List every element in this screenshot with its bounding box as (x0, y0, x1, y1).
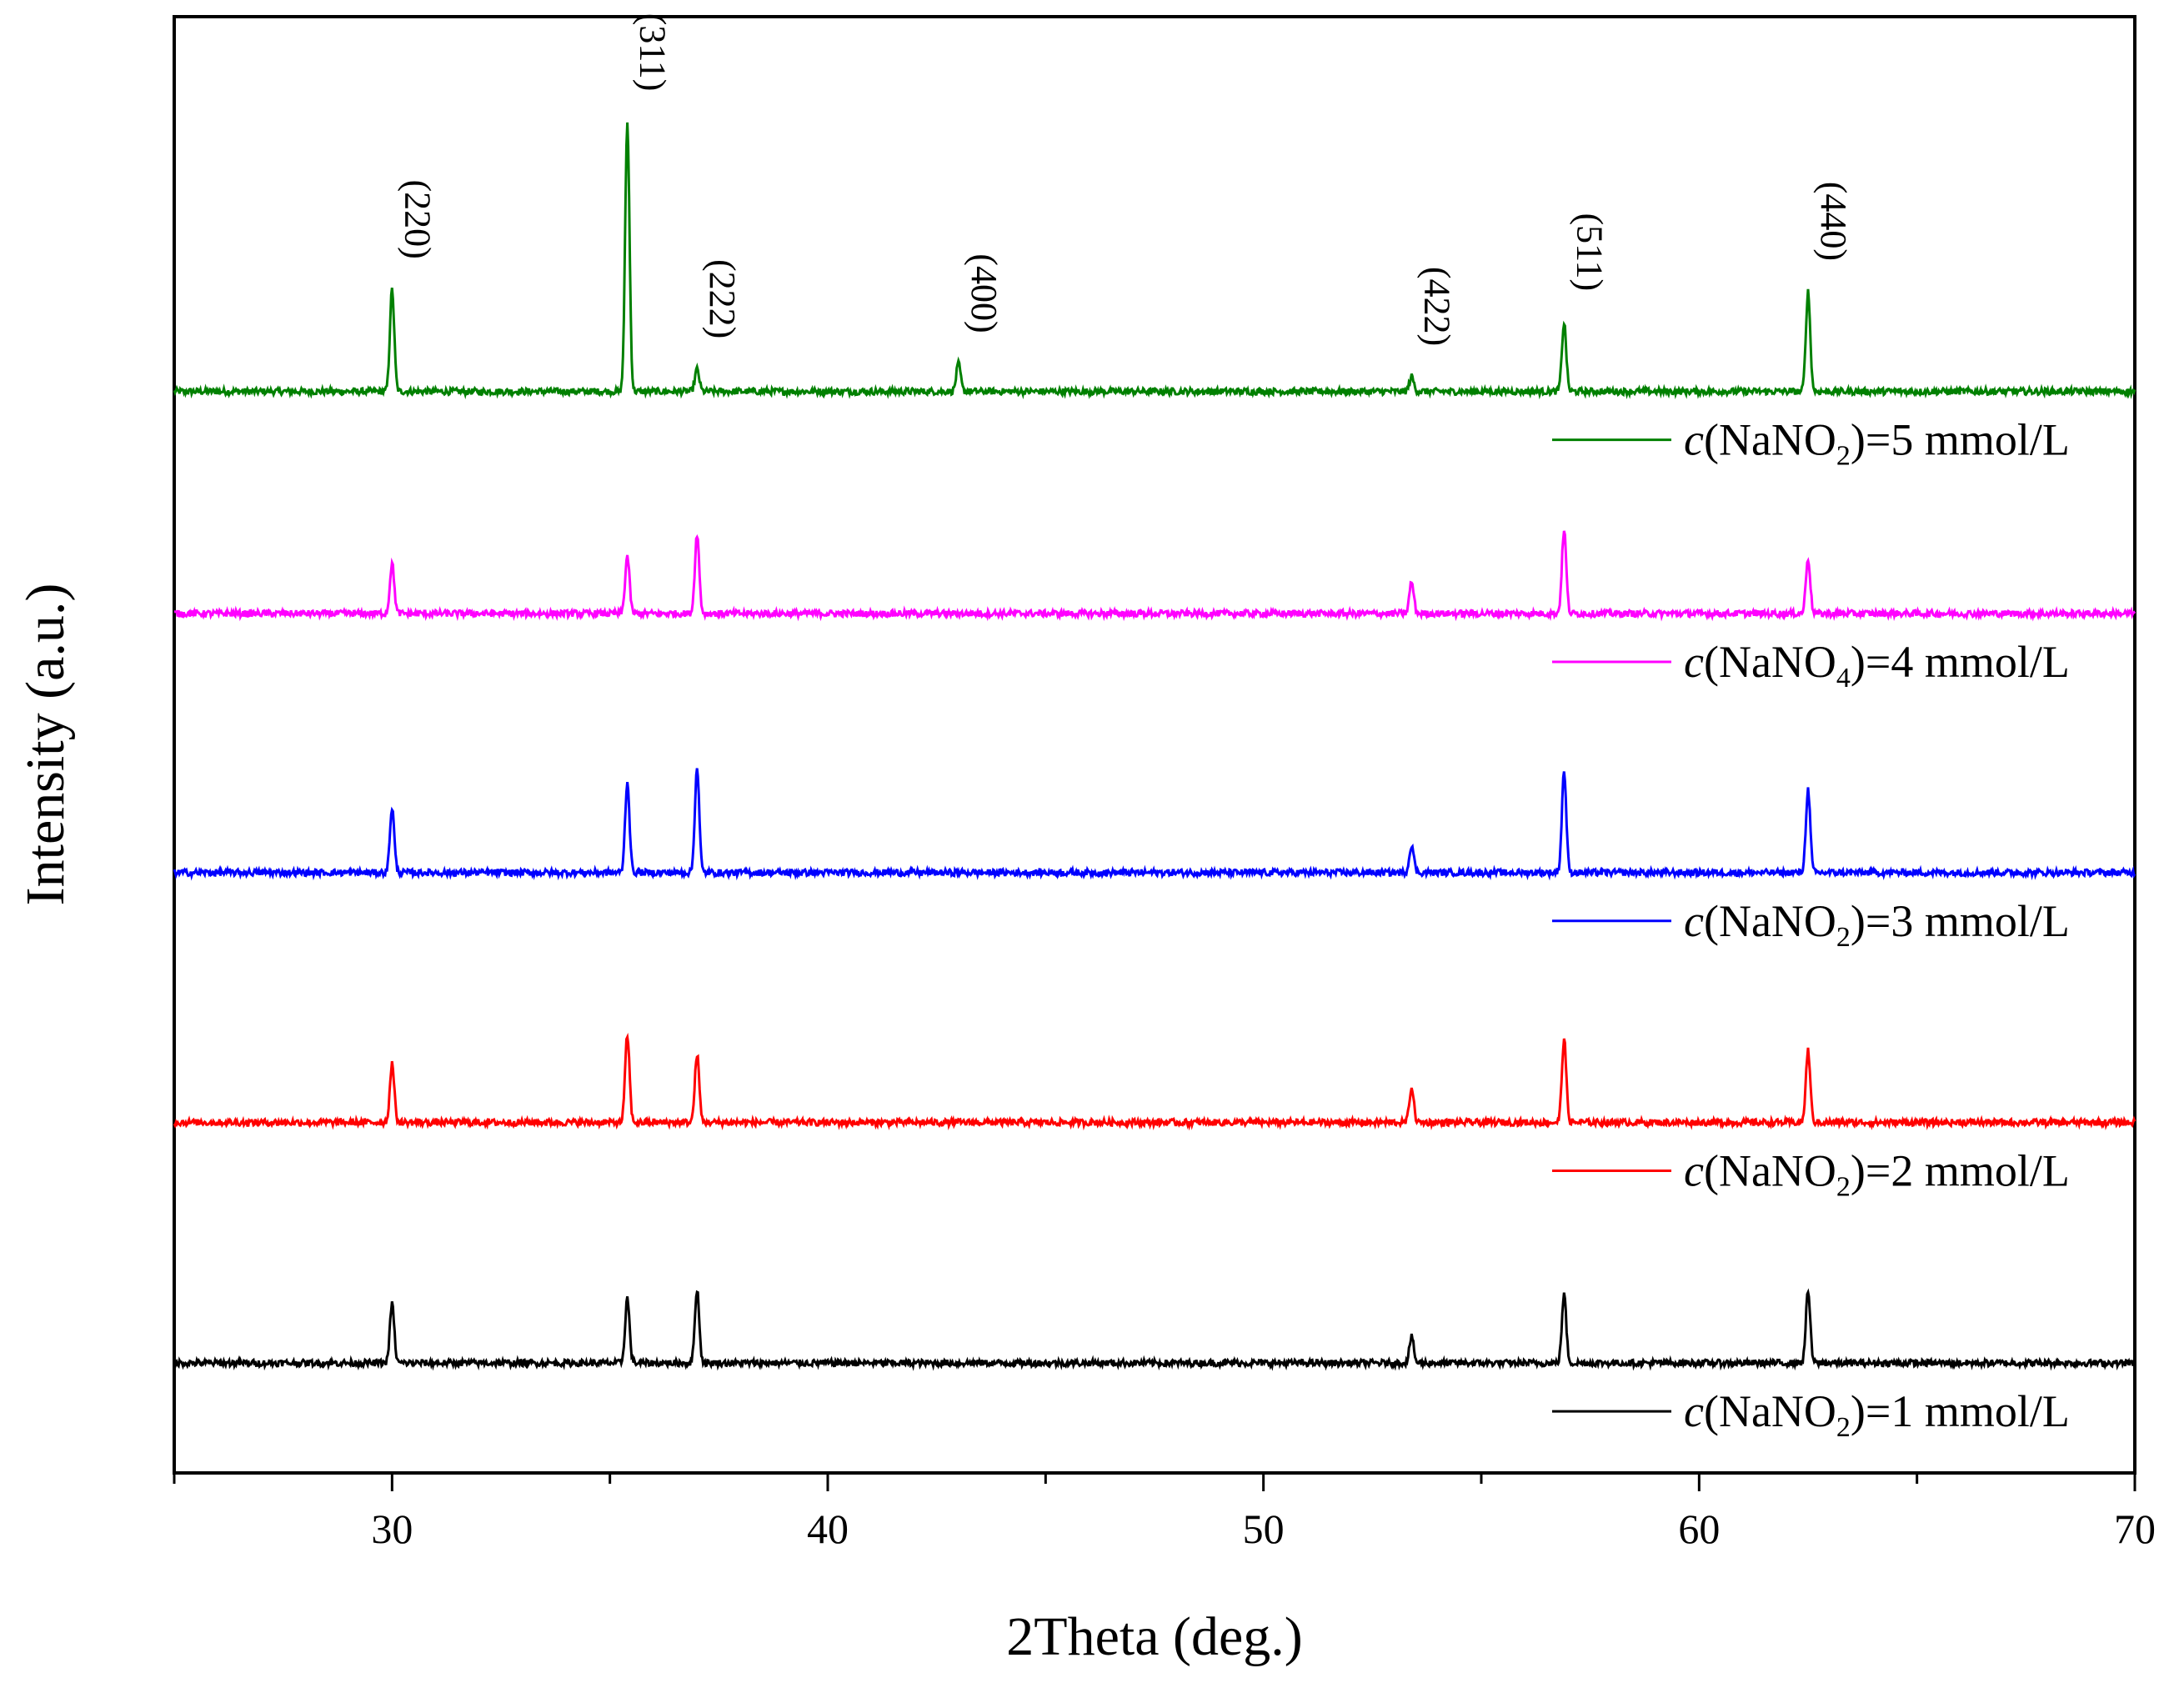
legend-label: c(NaNO2)=5 mmol/L (1684, 415, 2070, 472)
peak-labels: (220) (311) (222) (400) (422) (511) (440) (397, 13, 1854, 346)
x-axis-label: 2Theta (deg.) (1006, 1606, 1303, 1667)
peak-label: (220) (397, 180, 438, 259)
plot-frame (173, 15, 2136, 1475)
series-line (173, 768, 2136, 881)
plot-area (173, 15, 2136, 1475)
series-line (173, 1032, 2136, 1131)
peak-label: (400) (964, 253, 1004, 333)
series-line (173, 530, 2136, 622)
legend: c(NaNO2)=5 mmol/L c(NaNO4)=4 mmol/L c(NaNO… (1552, 415, 2070, 1443)
series-line (173, 1288, 2136, 1371)
series-layer (173, 122, 2136, 1371)
peak-label: (511) (1569, 213, 1610, 291)
legend-label: c(NaNO2)=3 mmol/L (1684, 896, 2070, 953)
x-tick-label: 50 (1243, 1505, 1285, 1552)
y-axis-label: Intensity (a.u.) (15, 584, 76, 906)
legend-label: c(NaNO4)=4 mmol/L (1684, 637, 2070, 694)
peak-label: (422) (1416, 267, 1457, 346)
x-tick-label: 70 (2114, 1505, 2156, 1552)
x-axis: 30 40 50 60 70 (173, 1473, 2156, 1552)
legend-label: c(NaNO2)=2 mmol/L (1684, 1146, 2070, 1203)
peak-label: (222) (702, 259, 743, 338)
legend-label: c(NaNO2)=1 mmol/L (1684, 1386, 2070, 1443)
series-line (173, 122, 2136, 400)
peak-label: (440) (1813, 182, 1854, 261)
x-tick-label: 60 (1678, 1505, 1720, 1552)
x-tick-label: 40 (807, 1505, 849, 1552)
x-tick-label: 30 (371, 1505, 413, 1552)
peak-label: (311) (633, 13, 674, 92)
